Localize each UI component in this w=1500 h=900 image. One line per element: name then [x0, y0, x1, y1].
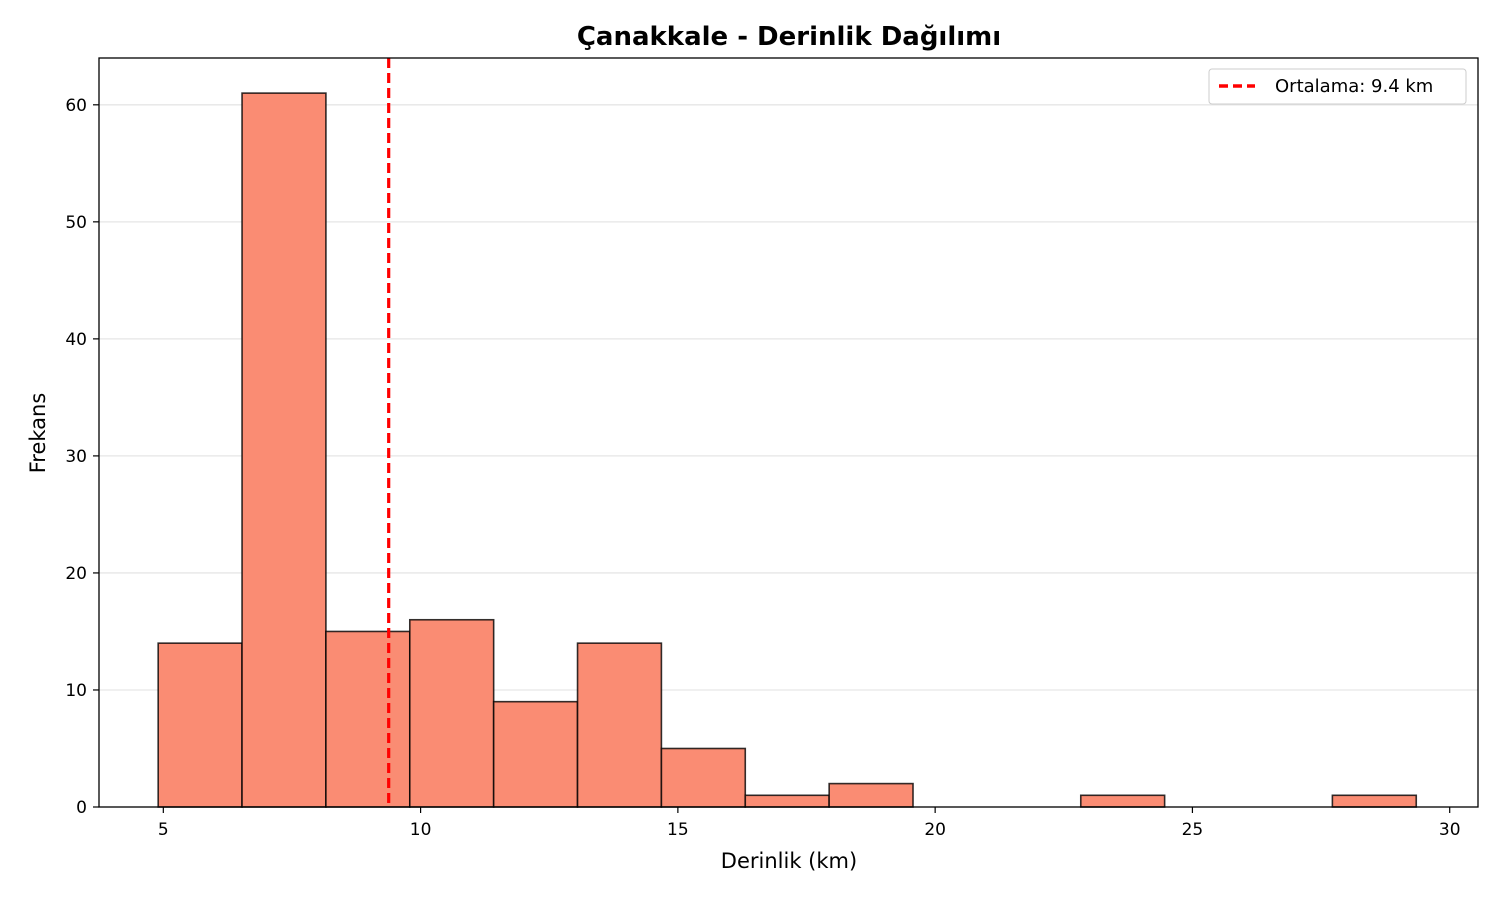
bar-7: [744, 794, 830, 808]
bar-8: [828, 782, 914, 808]
y-tick-label-20: 20: [65, 564, 87, 584]
y-tick-label-60: 60: [65, 96, 87, 116]
y-tick-label-40: 40: [65, 330, 87, 350]
x-tick-label-30: 30: [1439, 820, 1461, 840]
x-tick-label-15: 15: [667, 820, 689, 840]
y-tick-label-10: 10: [65, 681, 87, 701]
bar-2: [325, 630, 411, 808]
bar-14: [1331, 794, 1418, 808]
histogram-bars: [157, 92, 1418, 808]
bar-4: [492, 700, 579, 808]
y-tick-label-50: 50: [65, 213, 87, 233]
chart-title: Çanakkale - Derinlik Dağılımı: [577, 22, 1001, 52]
x-tick-label-20: 20: [924, 820, 946, 840]
plot-frame: [98, 57, 1479, 808]
y-axis-label: Frekans: [26, 393, 50, 474]
bar-3: [408, 618, 495, 808]
y-tick-label-30: 30: [65, 447, 87, 467]
y-axis-ticks: 0 10 20 30 40 50 60: [65, 96, 99, 818]
bar-1: [241, 92, 327, 808]
x-tick-label-5: 5: [158, 820, 169, 840]
legend-mean-label: Ortalama: 9.4 km: [1275, 76, 1433, 97]
x-tick-label-10: 10: [410, 820, 432, 840]
y-tick-label-0: 0: [76, 798, 87, 818]
bar-5: [576, 642, 663, 808]
x-axis-ticks: 5 10 15 20 25 30: [158, 807, 1461, 840]
x-axis-label: Derinlik (km): [721, 849, 857, 873]
legend: Ortalama: 9.4 km: [1208, 68, 1467, 105]
x-tick-label-25: 25: [1182, 820, 1204, 840]
legend-box: [1208, 68, 1467, 105]
bar-11: [1079, 794, 1166, 808]
bar-6: [660, 747, 747, 808]
bar-0: [157, 642, 243, 808]
